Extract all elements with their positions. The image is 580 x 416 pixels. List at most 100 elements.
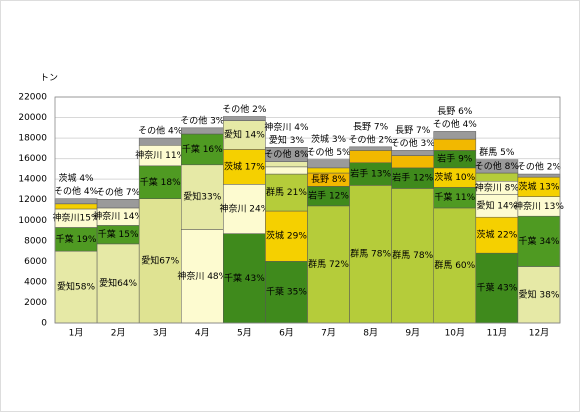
x-tick-label: 2月 (111, 328, 126, 339)
segment-label: その他 4% (433, 118, 478, 130)
segment-label: 千葉 16% (182, 143, 223, 155)
bar-segment (181, 127, 224, 135)
segment-label: 神奈川 11% (135, 149, 185, 161)
segment-label: その他 3% (391, 137, 436, 149)
bar-segment (433, 138, 477, 151)
segment-label: 長野 7% (395, 125, 431, 136)
segment-label: 群馬 5% (479, 146, 515, 158)
x-tick-label: 12月 (529, 328, 549, 339)
bar-segment (433, 207, 477, 324)
y-tick-label: 14000 (18, 175, 47, 185)
segment-label: 千葉 18% (140, 176, 181, 188)
bar-segment (265, 173, 308, 212)
segment-label: 茨城 22% (476, 229, 517, 241)
segment-label: 愛知 38% (519, 288, 560, 300)
segment-label: 千葉 43% (224, 272, 265, 284)
segment-label: 千葉 15% (98, 228, 139, 240)
bar-segment (265, 261, 308, 324)
y-tick-label: 12000 (18, 195, 47, 205)
segment-label: 群馬 78% (392, 249, 433, 261)
bar-segment (181, 229, 224, 324)
segment-label: 愛知58% (57, 281, 95, 293)
bar-segment (181, 164, 224, 230)
segment-label: 愛知 3% (269, 134, 305, 146)
segment-label: 群馬 60% (434, 259, 475, 271)
segment-label: 愛知 14% (224, 129, 265, 141)
segment-label: その他 4% (54, 185, 99, 197)
segment-label: 千葉 34% (519, 235, 560, 247)
segment-label: 愛知64% (99, 277, 137, 289)
x-tick-label: 6月 (279, 328, 294, 339)
x-tick-label: 5月 (237, 328, 252, 339)
y-tick-label: 0 (41, 319, 47, 329)
bar-segment (475, 159, 519, 174)
segment-label: 愛知67% (141, 254, 179, 266)
segment-label: 岩手 13% (350, 168, 391, 180)
bar-segment (265, 166, 308, 175)
segment-label: 群馬 72% (308, 258, 349, 270)
x-tick-label: 8月 (363, 328, 378, 339)
segment-label: その他 2% (349, 133, 394, 145)
segment-label: 神奈川 48% (177, 270, 227, 282)
bar-segment (475, 216, 519, 254)
bar-segment (265, 147, 308, 162)
bar-segment (349, 185, 392, 324)
segment-label: 神奈川15% (53, 212, 100, 224)
bar-segment (349, 146, 392, 151)
segment-label: 群馬 78% (350, 248, 391, 260)
y-tick-label: 6000 (24, 257, 47, 267)
y-tick-label: 8000 (24, 236, 47, 246)
bar-segment (307, 167, 350, 174)
segment-label: 愛知33% (183, 191, 221, 203)
segment-label: その他 7% (96, 186, 141, 198)
segment-label: 茨城 13% (519, 180, 560, 192)
bar-segment (223, 184, 266, 234)
y-tick-label: 16000 (18, 154, 47, 164)
x-tick-label: 9月 (405, 328, 420, 339)
segment-label: 茨城 29% (266, 230, 307, 242)
segment-label: 茨城 10% (434, 171, 475, 183)
segment-label: 長野 6% (437, 106, 473, 117)
segment-label: 神奈川 13% (514, 200, 564, 212)
bar-segment (54, 250, 98, 324)
bar-segment (391, 155, 434, 169)
segment-label: 長野 7% (353, 121, 389, 132)
y-tick-label: 10000 (18, 216, 47, 226)
segment-label: その他 5% (306, 146, 351, 158)
segment-label: その他 8% (475, 160, 520, 172)
segment-label: 千葉 11% (434, 191, 475, 203)
segment-label: 千葉 43% (476, 282, 517, 294)
x-tick-label: 10月 (445, 328, 465, 339)
bar-segment (181, 133, 224, 166)
plot-frame (54, 96, 561, 324)
segment-label: 茨城 17% (224, 160, 265, 172)
bar-segment (391, 150, 434, 156)
bar-segment (96, 199, 140, 209)
segment-label: 千葉 35% (266, 286, 307, 298)
segment-label: 神奈川 8% (475, 181, 520, 193)
bar-segment (223, 233, 266, 324)
segment-label: 千葉 19% (56, 233, 97, 245)
segment-label: その他 8% (264, 148, 309, 160)
segment-label: 茨城 4% (58, 172, 94, 184)
bar-segment (475, 172, 519, 182)
bar-segment (349, 150, 392, 163)
bar-segment (223, 149, 266, 185)
bar-segment (54, 203, 98, 210)
bar-segment (517, 173, 561, 178)
bar-segment (265, 210, 308, 262)
segment-label: 神奈川 4% (264, 121, 309, 133)
y-axis-label: トン (40, 74, 58, 84)
segment-label: その他 2% (222, 103, 267, 115)
segment-label: 群馬 21% (266, 186, 307, 198)
y-tick-label: 22000 (18, 93, 47, 103)
segment-label: 愛知 14% (476, 199, 517, 211)
segment-label: 長野 8% (311, 174, 347, 185)
bar-segment (433, 131, 477, 140)
bar-segment (223, 116, 266, 121)
bar-segment (54, 198, 98, 205)
bar-segment (307, 205, 350, 324)
bar-segment (138, 198, 182, 324)
x-tick-label: 7月 (321, 328, 336, 339)
